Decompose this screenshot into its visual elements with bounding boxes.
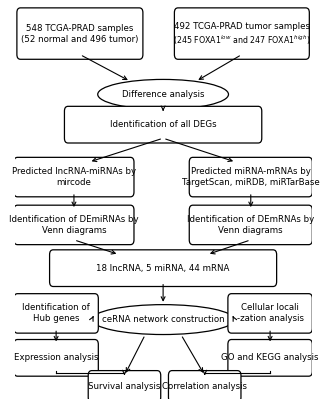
Text: 548 TCGA-PRAD samples
(52 normal and 496 tumor): 548 TCGA-PRAD samples (52 normal and 496…	[21, 24, 139, 44]
FancyBboxPatch shape	[17, 8, 143, 59]
FancyBboxPatch shape	[189, 157, 312, 197]
Text: Identification of
Hub genes: Identification of Hub genes	[22, 303, 90, 324]
FancyBboxPatch shape	[64, 106, 262, 143]
FancyBboxPatch shape	[14, 157, 134, 197]
Text: Survival analysis: Survival analysis	[88, 382, 161, 391]
FancyBboxPatch shape	[189, 205, 312, 245]
Text: Identification of DEmiRNAs by
Venn diagrams: Identification of DEmiRNAs by Venn diagr…	[9, 215, 139, 235]
Text: Expression analysis: Expression analysis	[14, 353, 98, 362]
FancyBboxPatch shape	[14, 340, 98, 376]
FancyBboxPatch shape	[168, 371, 241, 400]
Text: Difference analysis: Difference analysis	[122, 90, 204, 99]
Text: Predicted lncRNA-miRNAs by
mircode: Predicted lncRNA-miRNAs by mircode	[12, 167, 136, 187]
FancyBboxPatch shape	[50, 250, 277, 286]
FancyBboxPatch shape	[228, 340, 312, 376]
Text: GO and KEGG analysis: GO and KEGG analysis	[221, 353, 319, 362]
FancyBboxPatch shape	[228, 294, 312, 333]
Text: (245 FOXA1$^{low}$ and 247 FOXA1$^{high}$): (245 FOXA1$^{low}$ and 247 FOXA1$^{high}…	[173, 34, 311, 47]
Text: Predicted miRNA-mRNAs by
TargetScan, miRDB, miRTarBase: Predicted miRNA-mRNAs by TargetScan, miR…	[182, 167, 320, 187]
FancyBboxPatch shape	[88, 371, 161, 400]
Ellipse shape	[92, 305, 235, 334]
Text: Cellular locali
-zation analysis: Cellular locali -zation analysis	[237, 303, 304, 324]
Text: 18 lncRNA, 5 miRNA, 44 mRNA: 18 lncRNA, 5 miRNA, 44 mRNA	[96, 264, 230, 273]
Text: ceRNA network construction: ceRNA network construction	[102, 315, 224, 324]
Text: 492 TCGA-PRAD tumor samples: 492 TCGA-PRAD tumor samples	[174, 22, 310, 31]
Text: Correlation analysis: Correlation analysis	[162, 382, 247, 391]
Text: Identification of DEmRNAs by
Venn diagrams: Identification of DEmRNAs by Venn diagra…	[187, 215, 315, 235]
FancyBboxPatch shape	[14, 205, 134, 245]
Ellipse shape	[98, 80, 228, 109]
FancyBboxPatch shape	[14, 294, 98, 333]
FancyBboxPatch shape	[174, 8, 309, 59]
Text: Identification of all DEGs: Identification of all DEGs	[110, 120, 216, 129]
